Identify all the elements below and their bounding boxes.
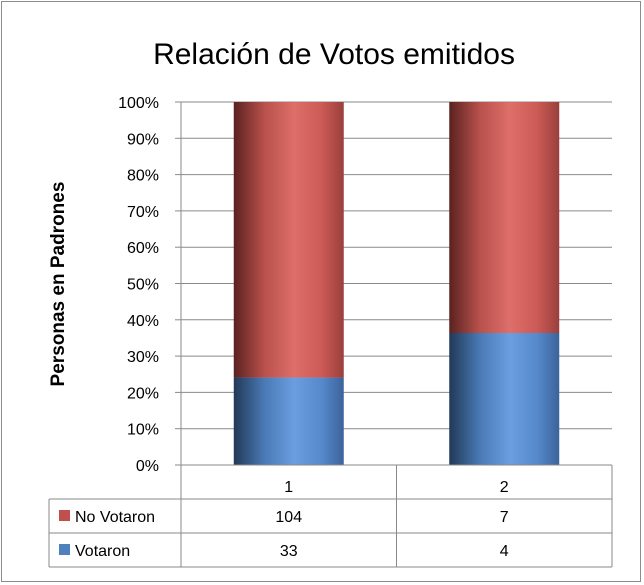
table-value: 104 — [275, 509, 302, 526]
chart-title: Relación de Votos emitidos — [153, 38, 515, 71]
legend-label: No Votaron — [75, 509, 155, 526]
bar-votaron-1 — [233, 377, 344, 465]
table-value: 33 — [280, 543, 298, 560]
y-tick-label: 50% — [127, 277, 159, 294]
y-tick-label: 30% — [127, 349, 159, 366]
y-tick-label: 60% — [127, 240, 159, 257]
y-axis-title: Personas en Padrones — [48, 182, 69, 387]
bars — [233, 102, 560, 465]
y-tick-label: 20% — [127, 385, 159, 402]
y-tick-label: 100% — [118, 95, 159, 112]
y-axis-ticks: 0% 10% 20% 30% 40% 50% 60% 70% 80% 90% 100% — [118, 95, 181, 475]
y-tick-label: 70% — [127, 204, 159, 221]
y-tick-label: 10% — [127, 422, 159, 439]
legend-key-votaron — [59, 544, 70, 555]
bar-votaron-2 — [449, 333, 560, 465]
x-category-label: 1 — [284, 479, 293, 496]
legend-key-no-votaron — [59, 510, 70, 521]
y-tick-label: 80% — [127, 168, 159, 185]
y-tick-label: 40% — [127, 313, 159, 330]
bar-no-votaron-1 — [233, 102, 344, 378]
table-value: 7 — [500, 509, 509, 526]
bar-no-votaron-2 — [449, 102, 560, 333]
y-tick-label: 90% — [127, 131, 159, 148]
y-tick-label: 0% — [136, 458, 159, 475]
x-category-label: 2 — [500, 479, 509, 496]
table-value: 4 — [500, 543, 509, 560]
legend-label: Votaron — [75, 543, 130, 560]
data-table: 1 2 No Votaron 104 7 Votaron 33 4 — [48, 465, 613, 568]
